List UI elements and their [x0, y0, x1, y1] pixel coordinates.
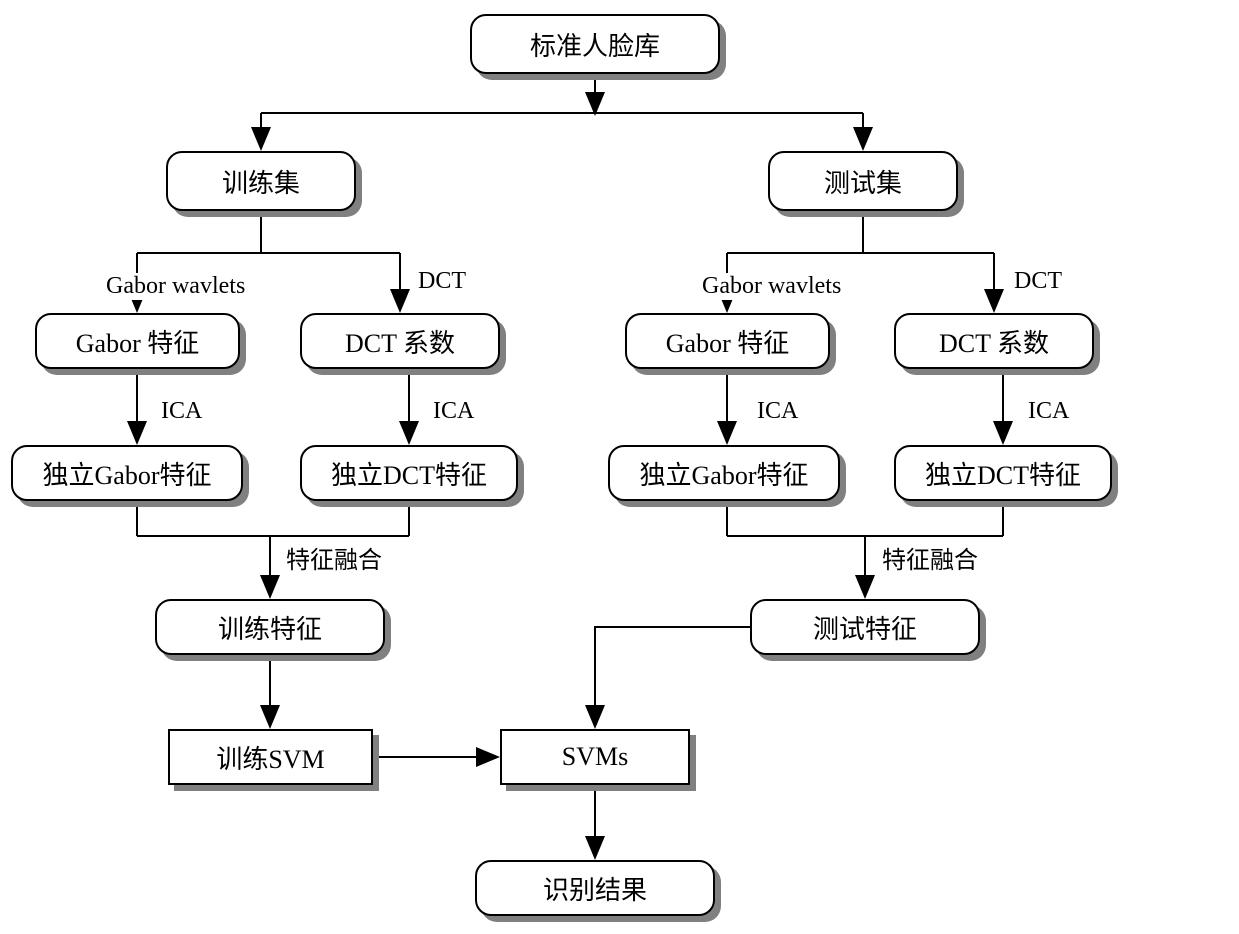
node-label: DCT 系数: [345, 323, 455, 360]
node-label: 独立DCT特征: [925, 455, 1081, 492]
node-dct-coef-left: DCT 系数: [300, 313, 500, 369]
edge-label-ica-1: ICA: [161, 398, 202, 425]
node-train-svm: 训练SVM: [168, 729, 373, 785]
node-svms: SVMs: [500, 729, 690, 785]
edge-label-dct-left: DCT: [418, 268, 466, 295]
node-label: Gabor 特征: [666, 323, 789, 360]
node-train: 训练集: [166, 151, 356, 211]
node-label: 识别结果: [543, 870, 647, 907]
node-test-feature: 测试特征: [750, 599, 980, 655]
node-label: Gabor 特征: [76, 323, 199, 360]
node-label: 测试集: [824, 163, 902, 200]
node-label: DCT 系数: [939, 323, 1049, 360]
node-label: 测试特征: [813, 609, 917, 646]
node-gabor-feature-right: Gabor 特征: [625, 313, 830, 369]
node-test: 测试集: [768, 151, 958, 211]
edge-label-ica-3: ICA: [757, 398, 798, 425]
node-ind-dct-right: 独立DCT特征: [894, 445, 1112, 501]
node-ind-dct-left: 独立DCT特征: [300, 445, 518, 501]
node-ind-gabor-right: 独立Gabor特征: [608, 445, 840, 501]
node-gabor-feature-left: Gabor 特征: [35, 313, 240, 369]
node-label: 标准人脸库: [530, 26, 660, 63]
edge-label-ica-4: ICA: [1028, 398, 1069, 425]
node-root: 标准人脸库: [470, 14, 720, 74]
edge-label-gabor-wavlets-right: Gabor wavlets: [702, 273, 841, 300]
node-train-feature: 训练特征: [155, 599, 385, 655]
node-label: 独立DCT特征: [331, 455, 487, 492]
edge-label-fuse-right: 特征融合: [882, 540, 978, 575]
node-label: 训练SVM: [216, 739, 324, 776]
edge-label-dct-right: DCT: [1014, 268, 1062, 295]
node-ind-gabor-left: 独立Gabor特征: [11, 445, 243, 501]
node-dct-coef-right: DCT 系数: [894, 313, 1094, 369]
node-label: 训练特征: [218, 609, 322, 646]
node-label: 独立Gabor特征: [640, 455, 809, 492]
node-label: 训练集: [222, 163, 300, 200]
edge-label-gabor-wavlets-left: Gabor wavlets: [106, 273, 245, 300]
edge-label-ica-2: ICA: [433, 398, 474, 425]
node-result: 识别结果: [475, 860, 715, 916]
node-label: SVMs: [562, 742, 628, 772]
edge-label-fuse-left: 特征融合: [286, 540, 382, 575]
node-label: 独立Gabor特征: [43, 455, 212, 492]
